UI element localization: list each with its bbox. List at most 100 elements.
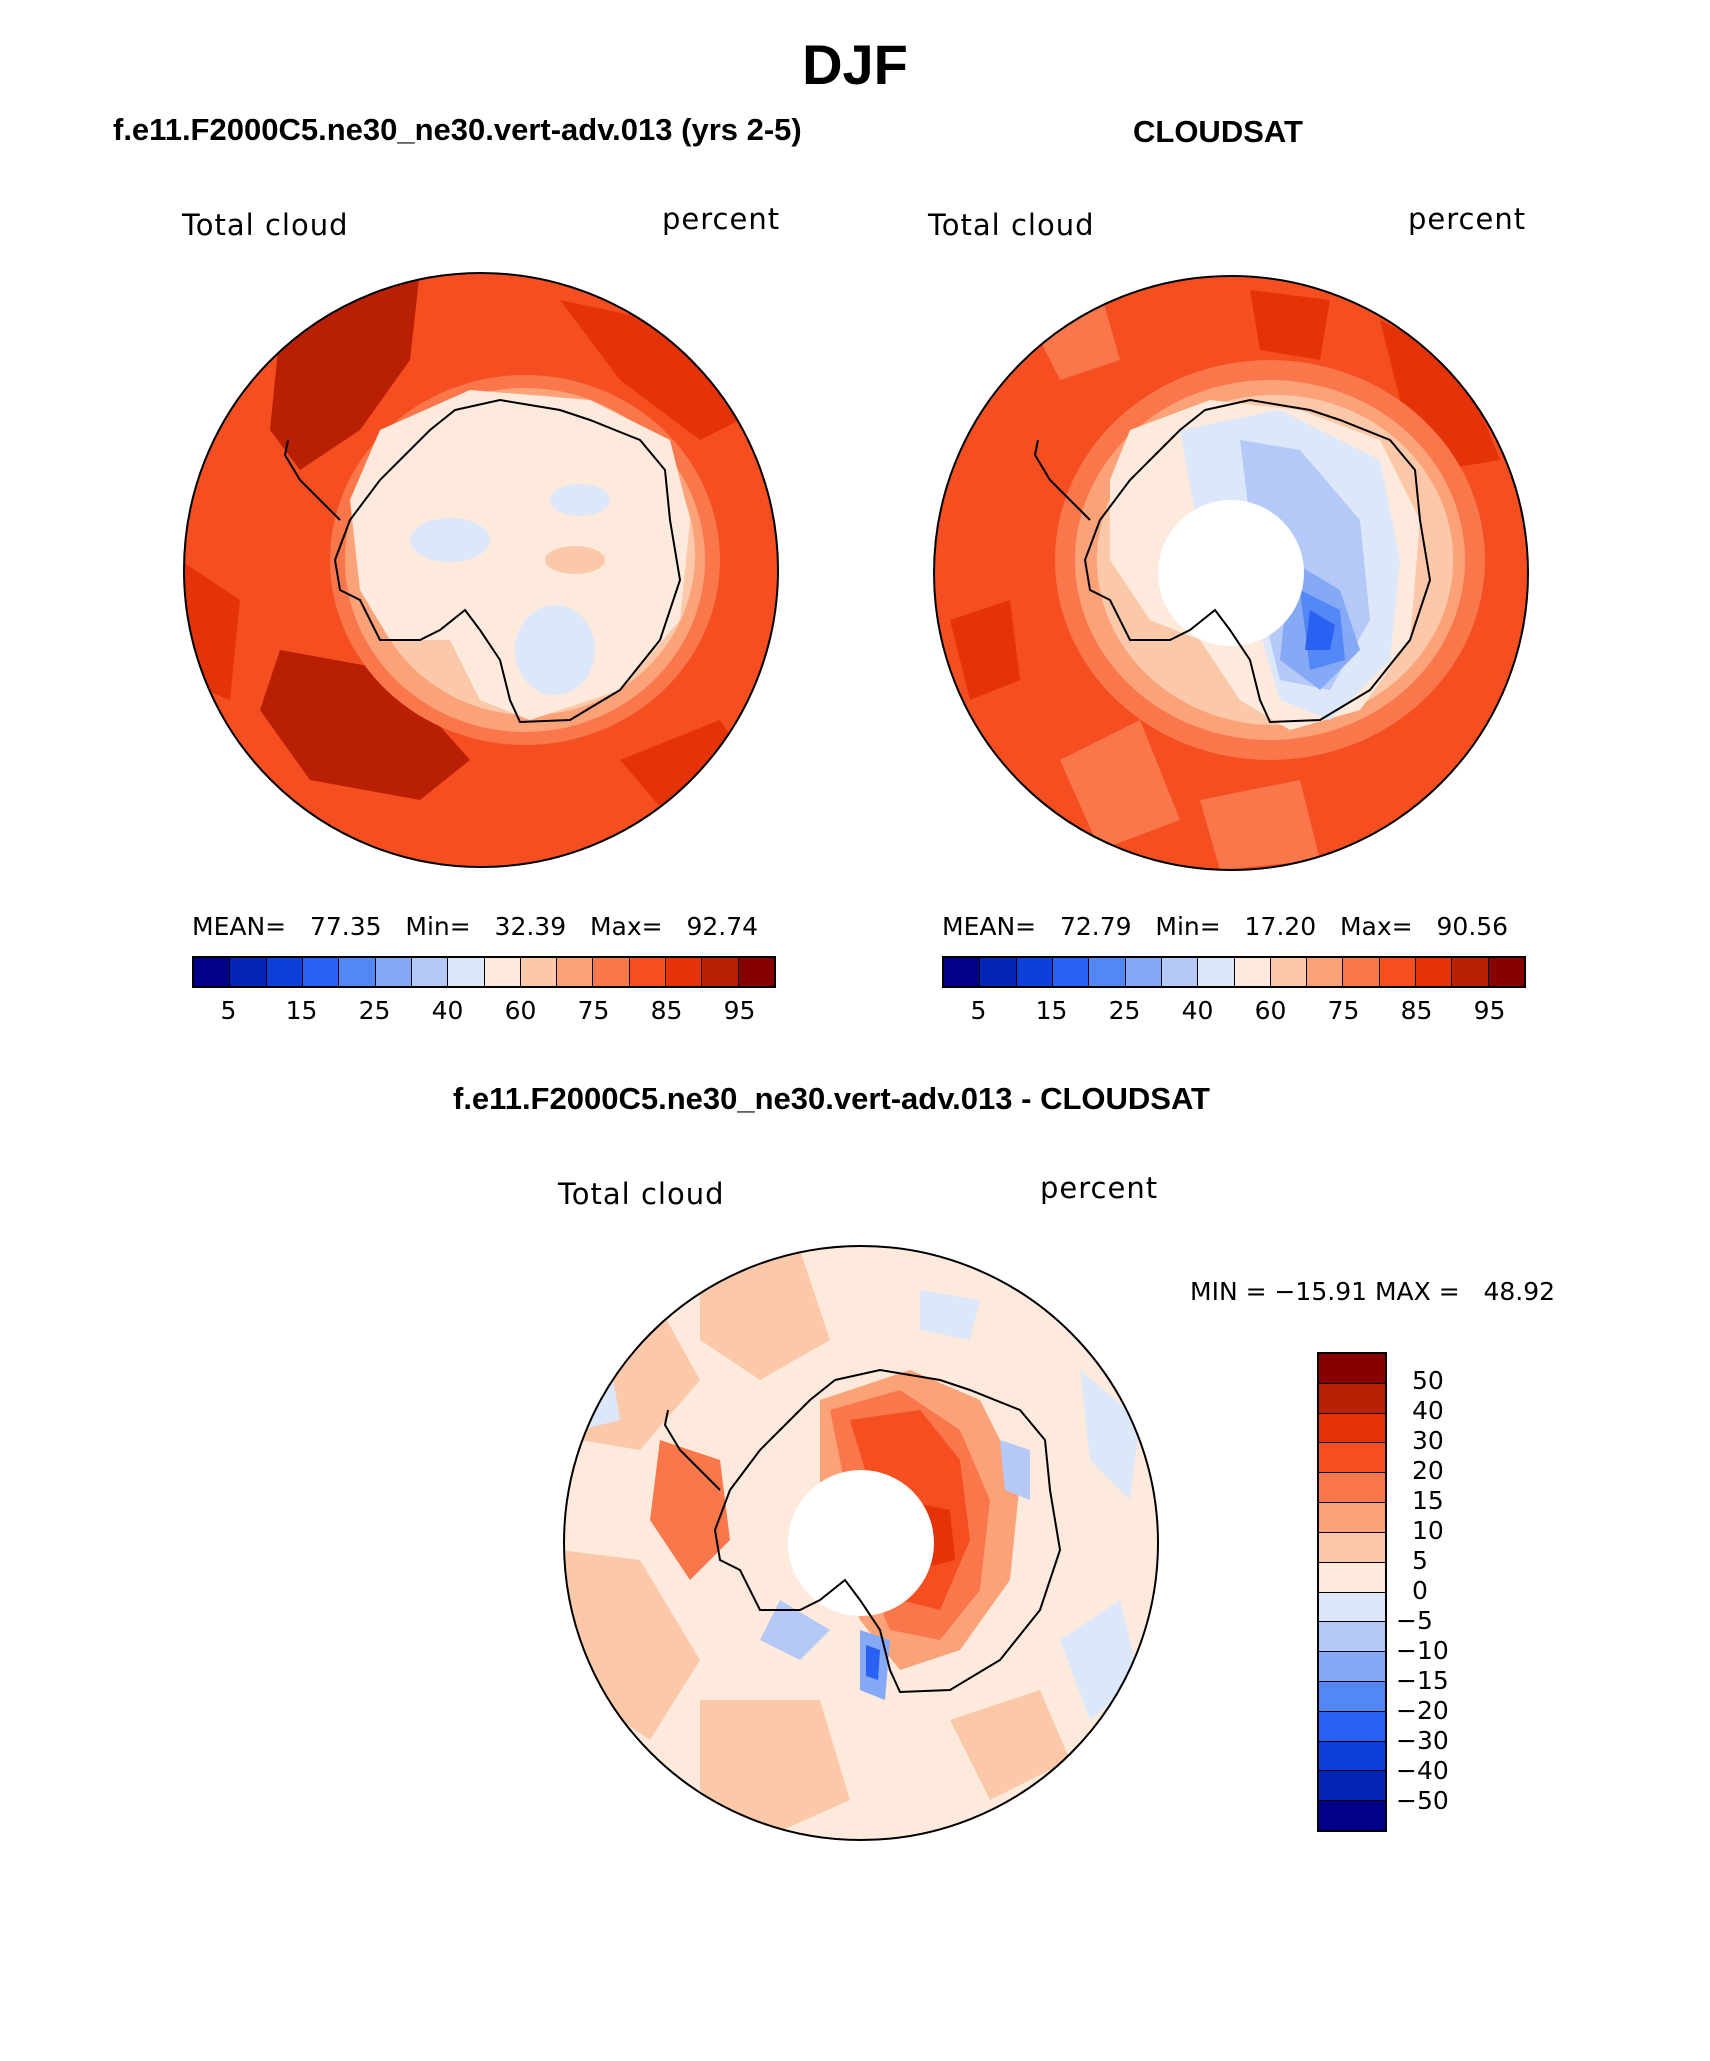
diff-variable-label: Total cloud <box>558 1177 725 1211</box>
diff-colorbar-swatch <box>1319 1622 1385 1653</box>
obs-colorbar-swatch <box>1161 958 1199 986</box>
model-colorbar-tick-label: 60 <box>504 996 537 1025</box>
model-colorbar-swatch <box>448 958 485 986</box>
model-colorbar-swatch <box>629 958 667 986</box>
obs-colorbar-swatch <box>1125 958 1162 986</box>
diff-colorbar-tick-label: 40 <box>1412 1396 1444 1425</box>
obs-colorbar-swatch <box>944 958 981 986</box>
model-colorbar-tick-label: 5 <box>220 996 237 1025</box>
diff-colorbar-tick-label: −30 <box>1396 1726 1449 1755</box>
model-colorbar-tick-label: 40 <box>431 996 464 1025</box>
model-colorbar-tick-label: 95 <box>723 996 756 1025</box>
obs-colorbar-swatch <box>1488 958 1524 986</box>
diff-colorbar-swatch <box>1319 1652 1385 1682</box>
obs-colorbar-swatch <box>1198 958 1235 986</box>
obs-units-label: percent <box>1408 202 1527 236</box>
model-colorbar-swatch <box>266 958 303 986</box>
obs-max-value: 90.56 <box>1436 912 1509 941</box>
diff-colorbar-swatch <box>1319 1681 1385 1712</box>
model-colorbar-swatch <box>484 958 521 986</box>
obs-colorbar-tick-label: 75 <box>1327 996 1360 1025</box>
model-colorbar-ticks: 5 15 25 40 60 75 85 95 <box>192 996 776 1028</box>
model-colorbar-swatch <box>375 958 412 986</box>
model-colorbar-swatch <box>302 958 340 986</box>
model-variable-label: Total cloud <box>182 208 349 242</box>
diff-colorbar-tick-label: 50 <box>1412 1366 1444 1395</box>
model-colorbar-tick-label: 15 <box>285 996 318 1025</box>
model-colorbar-swatch <box>520 958 558 986</box>
obs-colorbar-ticks: 5 15 25 40 60 75 85 95 <box>942 996 1526 1028</box>
model-polar-map <box>183 272 779 868</box>
diff-colorbar-tick-label: −15 <box>1396 1666 1449 1695</box>
diff-colorbar-tick-label: 0 <box>1412 1576 1428 1605</box>
diff-colorbar-tick-label: −40 <box>1396 1756 1449 1785</box>
diff-colorbar-swatch <box>1319 1771 1385 1802</box>
model-max-value: 92.74 <box>686 912 759 941</box>
obs-stats: MEAN= 72.79 Min= 17.20 Max= 90.56 <box>942 912 1508 941</box>
obs-colorbar-swatch <box>1416 958 1453 986</box>
obs-mean-value: 72.79 <box>1059 912 1132 941</box>
model-mean-label: MEAN= <box>192 912 287 941</box>
diff-colorbar-swatch <box>1319 1562 1385 1593</box>
obs-mean-label: MEAN= <box>942 912 1037 941</box>
obs-colorbar-tick-label: 25 <box>1108 996 1141 1025</box>
obs-colorbar-tick-label: 5 <box>970 996 987 1025</box>
diff-colorbar-swatch <box>1319 1503 1385 1533</box>
diff-colorbar-tick-label: −50 <box>1396 1786 1449 1815</box>
obs-min-label: Min= <box>1155 912 1221 941</box>
model-colorbar <box>192 956 776 988</box>
obs-colorbar-tick-label: 15 <box>1035 996 1068 1025</box>
model-colorbar-tick-label: 85 <box>650 996 683 1025</box>
diff-units-label: percent <box>1040 1171 1159 1205</box>
diff-colorbar-swatch <box>1319 1711 1385 1742</box>
diff-colorbar-swatch <box>1319 1443 1385 1474</box>
obs-colorbar-swatch <box>1379 958 1417 986</box>
obs-variable-label: Total cloud <box>928 208 1095 242</box>
model-colorbar-tick-label: 75 <box>577 996 610 1025</box>
model-stats: MEAN= 77.35 Min= 32.39 Max= 92.74 <box>192 912 758 941</box>
model-colorbar-swatch <box>194 958 231 986</box>
obs-polar-map <box>933 275 1529 871</box>
diff-colorbar-ticks: 50 40 30 20 15 10 5 0 −5 −10 −15 −20 −30 −40 −50 <box>1396 1352 1480 1832</box>
model-units-label: percent <box>662 202 781 236</box>
diff-colorbar-swatch <box>1319 1413 1385 1444</box>
figure-title: DJF <box>802 33 908 96</box>
obs-colorbar-tick-label: 95 <box>1473 996 1506 1025</box>
model-colorbar-swatch <box>411 958 449 986</box>
diff-colorbar <box>1317 1352 1387 1832</box>
obs-colorbar-swatch <box>1307 958 1344 986</box>
obs-colorbar-swatch <box>1089 958 1126 986</box>
obs-colorbar-tick-label: 85 <box>1400 996 1433 1025</box>
diff-colorbar-swatch <box>1319 1592 1385 1623</box>
model-colorbar-swatch <box>593 958 630 986</box>
obs-colorbar-swatch <box>980 958 1017 986</box>
obs-colorbar <box>942 956 1526 988</box>
model-colorbar-swatch <box>666 958 703 986</box>
model-colorbar-swatch <box>557 958 594 986</box>
model-heading: f.e11.F2000C5.ne30_ne30.vert-adv.013 (yr… <box>113 112 802 147</box>
obs-min-value: 17.20 <box>1244 912 1317 941</box>
model-colorbar-swatch <box>738 958 774 986</box>
diff-colorbar-tick-label: 15 <box>1412 1486 1444 1515</box>
diff-colorbar-tick-label: −5 <box>1396 1606 1433 1635</box>
model-colorbar-tick-label: 25 <box>358 996 391 1025</box>
diff-colorbar-swatch <box>1319 1741 1385 1772</box>
obs-max-label: Max= <box>1339 912 1413 941</box>
diff-heading: f.e11.F2000C5.ne30_ne30.vert-adv.013 - C… <box>453 1081 1210 1116</box>
obs-heading: CLOUDSAT <box>1133 114 1303 149</box>
obs-colorbar-tick-label: 40 <box>1181 996 1214 1025</box>
model-min-label: Min= <box>405 912 471 941</box>
diff-colorbar-tick-label: 10 <box>1412 1516 1444 1545</box>
obs-colorbar-swatch <box>1452 958 1489 986</box>
obs-colorbar-tick-label: 60 <box>1254 996 1287 1025</box>
diff-colorbar-tick-label: −20 <box>1396 1696 1449 1725</box>
diff-colorbar-tick-label: 20 <box>1412 1456 1444 1485</box>
obs-colorbar-swatch <box>1052 958 1090 986</box>
diff-colorbar-swatch <box>1319 1383 1385 1414</box>
model-mean-value: 77.35 <box>309 912 382 941</box>
obs-colorbar-swatch <box>1270 958 1308 986</box>
obs-colorbar-swatch <box>1016 958 1053 986</box>
model-colorbar-swatch <box>230 958 267 986</box>
diff-colorbar-swatch <box>1319 1354 1385 1384</box>
